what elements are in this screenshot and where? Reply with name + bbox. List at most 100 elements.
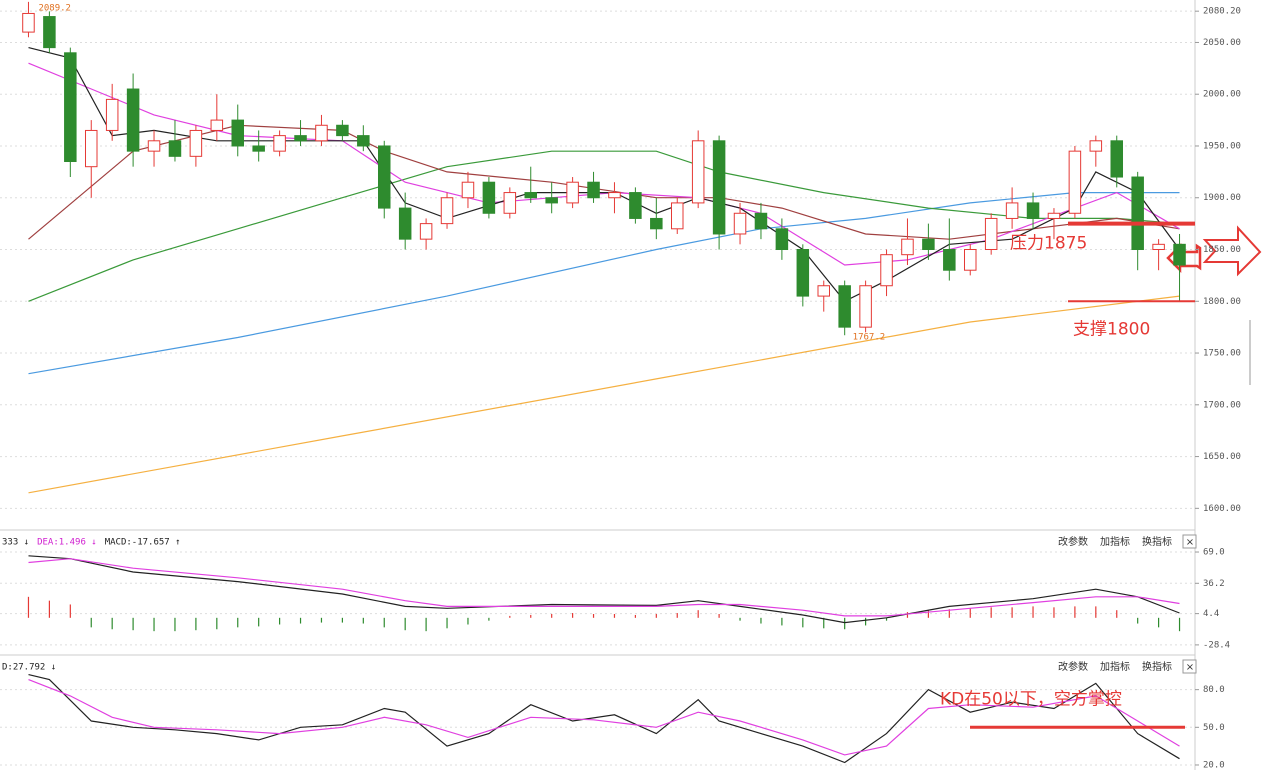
candle-body	[482, 181, 496, 214]
high-label: 2089.2	[38, 3, 71, 13]
candle-body	[231, 119, 245, 147]
close-box[interactable]	[1182, 534, 1197, 549]
candle-body	[943, 249, 956, 271]
control-button[interactable]: 改参数	[1058, 535, 1088, 548]
y-tick-label: 4.4	[1203, 609, 1219, 619]
indicator-value: MACD:-17.657 ↑	[105, 538, 181, 548]
indicator-value: DEA:1.496 ↓	[37, 538, 97, 548]
y-tick-label: 36.2	[1203, 579, 1225, 589]
candle-body	[1152, 243, 1165, 251]
candle-body	[587, 181, 600, 199]
candle-body	[503, 192, 517, 214]
candle-body	[440, 197, 454, 225]
candle-body	[670, 202, 684, 230]
candle-body	[1173, 243, 1186, 266]
y-tick-label: 2080.20	[1203, 7, 1241, 17]
candle-body	[880, 254, 893, 287]
candle-body	[796, 249, 810, 297]
candle-body	[64, 52, 77, 163]
candle-body	[1089, 140, 1103, 152]
indicator-line	[28, 124, 1180, 240]
y-tick-label: 2000.00	[1203, 90, 1241, 100]
indicator-value: D:27.792 ↓	[2, 663, 56, 673]
candle-body	[22, 12, 35, 33]
candle-body	[984, 217, 998, 251]
y-tick-label: 1650.00	[1203, 452, 1241, 462]
candle-body	[126, 88, 140, 152]
resistance-label: 压力1875	[1010, 234, 1087, 254]
y-tick-label: 1950.00	[1203, 141, 1241, 151]
candle-body	[859, 285, 872, 328]
candle-body	[650, 217, 663, 230]
candle-body	[691, 140, 705, 204]
candle-body	[377, 145, 391, 209]
close-button[interactable]: ×	[1186, 537, 1194, 548]
control-button[interactable]: 换指标	[1142, 660, 1172, 673]
candle-body	[294, 135, 307, 142]
candle-body	[817, 285, 831, 297]
low-label: 1767.2	[853, 333, 886, 343]
control-button[interactable]: 加指标	[1100, 660, 1130, 673]
candle-body	[629, 192, 642, 219]
indicator-line	[28, 295, 1180, 494]
indicator-line	[28, 679, 1180, 756]
candle-body	[608, 192, 621, 199]
candle-body	[105, 98, 119, 131]
y-tick-label: 1700.00	[1203, 400, 1241, 410]
close-box[interactable]	[1182, 659, 1197, 674]
candle-body	[775, 228, 789, 251]
candle-body	[838, 285, 851, 328]
y-tick-label: 1600.00	[1203, 504, 1241, 514]
y-tick-label: 1750.00	[1203, 349, 1241, 359]
candle-body	[1005, 202, 1019, 219]
candle-body	[398, 207, 412, 240]
y-tick-label: -28.4	[1203, 640, 1230, 650]
candle-body	[1068, 150, 1082, 214]
indicator-line	[28, 558, 1180, 617]
candle-body	[210, 119, 224, 131]
y-tick-label: 1800.00	[1203, 297, 1241, 307]
candle-body	[566, 181, 579, 204]
indicator-line	[28, 555, 1180, 624]
candle-body	[189, 129, 203, 157]
candle-body	[1131, 176, 1144, 251]
control-button[interactable]: 加指标	[1100, 535, 1130, 548]
indicator-line	[28, 674, 1180, 764]
y-tick-label: 1900.00	[1203, 193, 1241, 203]
y-tick-label: 2050.00	[1203, 38, 1241, 48]
control-button[interactable]: 换指标	[1142, 535, 1172, 548]
candle-body	[252, 145, 265, 152]
indicator-value: 333 ↓	[2, 538, 29, 548]
candle-body	[733, 212, 747, 235]
candle-body	[1047, 212, 1061, 219]
candle-body	[963, 249, 977, 271]
candle-body	[461, 181, 475, 199]
candle-body	[712, 140, 726, 235]
control-button[interactable]: 改参数	[1058, 660, 1088, 673]
candle-body	[147, 140, 161, 152]
candle-body	[1110, 140, 1124, 178]
candle-body	[524, 192, 538, 199]
candle-body	[336, 124, 349, 137]
candle-body	[168, 140, 182, 157]
right-arrow	[1202, 225, 1262, 277]
y-tick-label: 1850.00	[1203, 245, 1241, 255]
candle-body	[922, 238, 935, 251]
candle-body	[419, 223, 433, 240]
y-tick-label: 69.0	[1203, 548, 1225, 558]
candle-body	[901, 238, 914, 256]
candle-body	[84, 129, 98, 168]
candle-body	[315, 124, 328, 142]
close-button[interactable]: ×	[1186, 662, 1194, 673]
candle-body	[357, 135, 370, 147]
y-tick-label: 50.0	[1203, 723, 1225, 733]
candle-body	[545, 197, 558, 204]
candle-body	[273, 135, 286, 152]
support-label: 支撑1800	[1073, 319, 1150, 339]
candle-body	[754, 212, 768, 230]
kd-note: KD在50以下，空方掌控	[940, 689, 1122, 709]
y-tick-label: 80.0	[1203, 685, 1225, 695]
y-tick-label: 20.0	[1203, 760, 1225, 770]
candle-body	[43, 16, 56, 49]
